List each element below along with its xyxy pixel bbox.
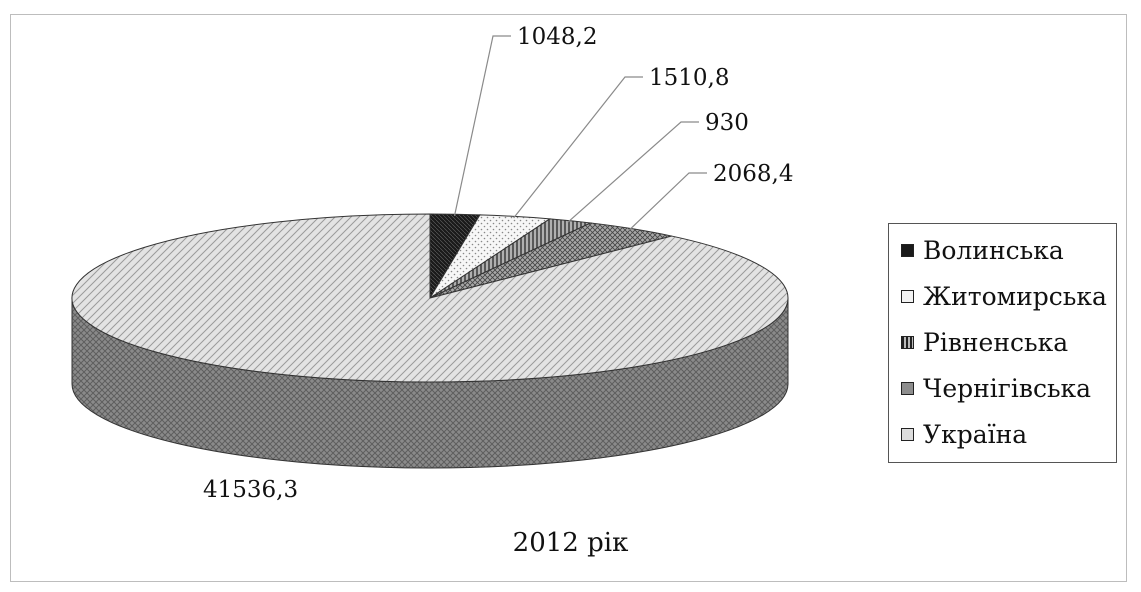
legend-label-chernihivska: Чернігівська <box>923 373 1092 403</box>
legend: Волинська Житомирська Рівненська Чернігі… <box>888 223 1117 463</box>
pie-slice-ukraina <box>71 213 789 383</box>
data-label-ukraina: 41536,3 <box>203 477 298 503</box>
data-label-zhytomyrska: 1510,8 <box>649 65 729 91</box>
legend-label-volynska: Волинська <box>923 235 1064 265</box>
legend-item-volynska: Волинська <box>901 232 1064 268</box>
data-label-volynska: 1048,2 <box>517 24 597 50</box>
legend-label-zhytomyrska: Житомирська <box>923 281 1107 311</box>
legend-swatch-volynska <box>901 243 914 257</box>
leader-line-zhytomyrska <box>513 76 643 219</box>
legend-item-zhytomyrska: Житомирська <box>901 278 1107 314</box>
legend-swatch-rivnenska <box>901 335 914 349</box>
data-label-chernihivska: 2068,4 <box>713 161 793 187</box>
legend-swatch-chernihivska <box>901 381 914 395</box>
legend-item-chernihivska: Чернігівська <box>901 370 1091 406</box>
legend-item-rivnenska: Рівненська <box>901 324 1068 360</box>
leader-line-rivnenska <box>567 121 699 223</box>
leader-line-volynska <box>453 35 511 217</box>
leader-line-chernihivska <box>628 172 707 231</box>
chart-title: 2012 рік <box>512 528 629 558</box>
legend-label-rivnenska: Рівненська <box>923 327 1069 357</box>
legend-label-ukraina: Україна <box>923 419 1028 449</box>
legend-swatch-ukraina <box>901 427 914 441</box>
legend-swatch-zhytomyrska <box>901 289 914 303</box>
data-label-rivnenska: 930 <box>705 110 749 136</box>
legend-item-ukraina: Україна <box>901 416 1027 452</box>
